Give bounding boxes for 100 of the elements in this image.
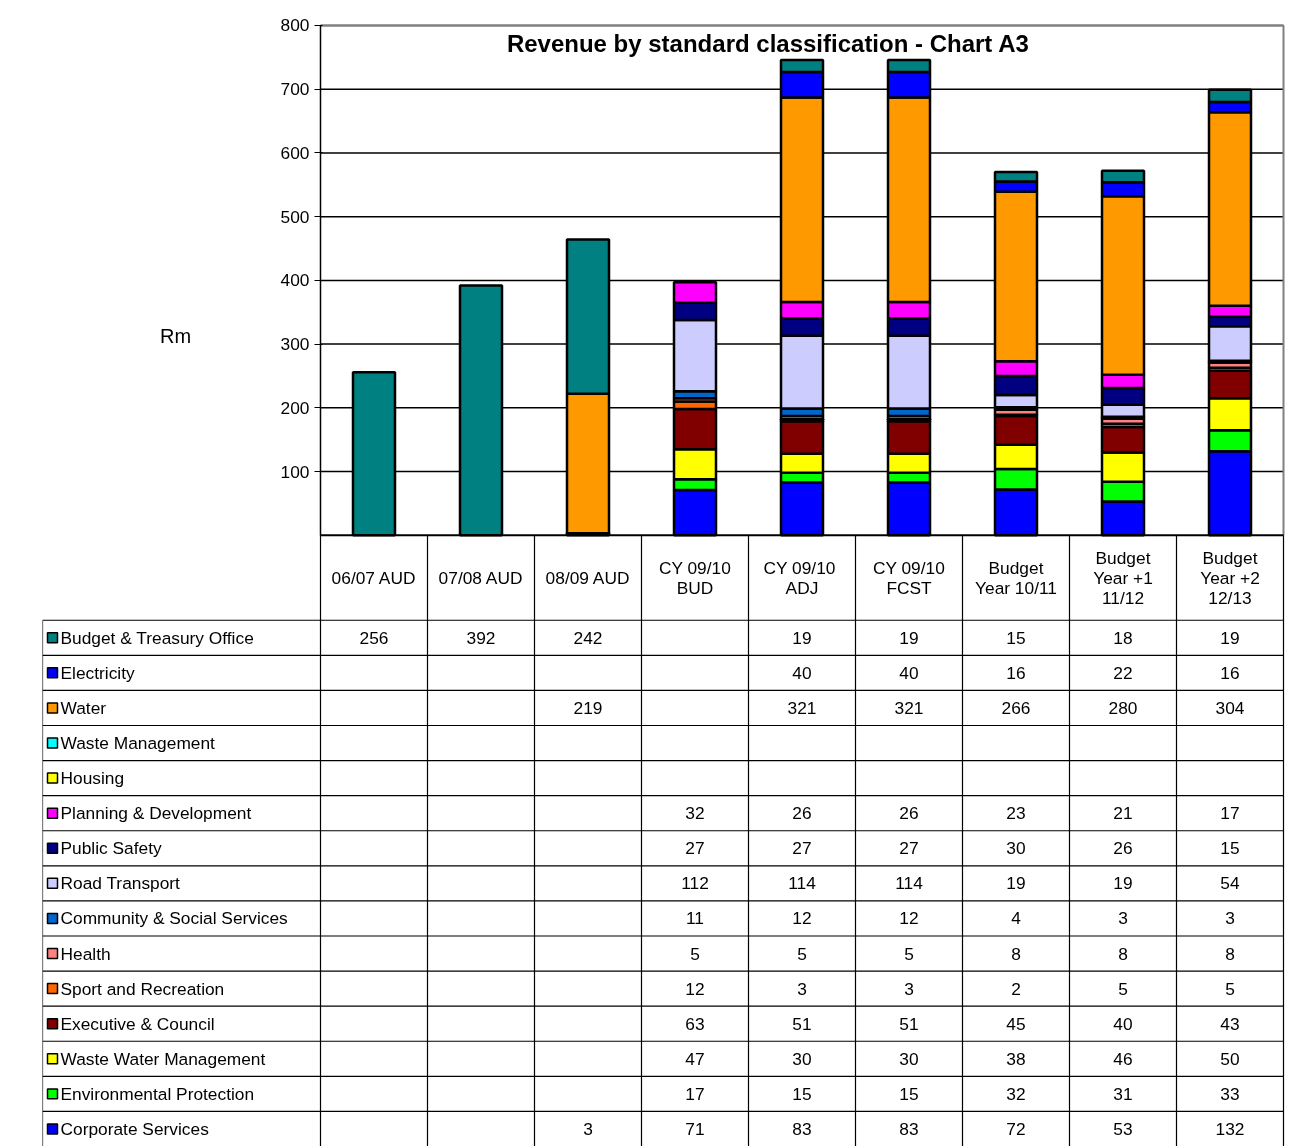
data-label: 8 — [1225, 943, 1235, 964]
x-tick-label: Budget Year +2 12/13 — [1200, 547, 1260, 608]
data-label: 51 — [899, 1013, 919, 1034]
data-label: 5 — [797, 943, 807, 964]
data-label: 3 — [904, 978, 914, 999]
x-tick-label: 08/09 AUD — [545, 567, 630, 588]
data-label: 112 — [681, 873, 709, 894]
x-tick-label: CY 09/10 FCST — [872, 557, 945, 598]
data-label: 219 — [573, 697, 603, 718]
data-label: 47 — [685, 1048, 705, 1069]
data-label: 40 — [792, 662, 812, 683]
data-label: 30 — [899, 1048, 919, 1069]
legend-label: Planning & Development — [60, 803, 252, 824]
data-label: 32 — [685, 803, 705, 824]
legend-label: Community & Social Services — [60, 908, 289, 929]
data-label: 5 — [904, 943, 914, 964]
data-label: 321 — [894, 697, 924, 718]
data-label: 8 — [1118, 943, 1128, 964]
x-tick-label: 07/08 AUD — [438, 567, 523, 588]
data-label: 114 — [895, 873, 924, 894]
data-label: 53 — [1113, 1118, 1133, 1139]
data-label: 3 — [1118, 908, 1128, 929]
data-label: 8 — [1011, 943, 1021, 964]
data-label: 15 — [1220, 838, 1240, 859]
data-label: 280 — [1108, 697, 1138, 718]
data-label: 12 — [899, 908, 919, 929]
data-label: 242 — [573, 627, 603, 648]
data-label: 30 — [1006, 838, 1026, 859]
data-label: 27 — [899, 838, 919, 859]
data-label: 83 — [792, 1118, 812, 1139]
data-label: 26 — [792, 803, 812, 824]
data-label: 26 — [899, 803, 919, 824]
data-label: 19 — [899, 627, 919, 648]
legend-label: Housing — [60, 768, 125, 789]
data-label: 17 — [685, 1083, 705, 1104]
data-label: 3 — [797, 978, 807, 999]
data-label: 26 — [1113, 838, 1133, 859]
data-label: 63 — [685, 1013, 705, 1034]
data-label: 22 — [1113, 662, 1133, 683]
data-label: 15 — [1006, 627, 1026, 648]
legend-label: Water — [60, 697, 107, 718]
data-label: 12 — [792, 908, 812, 929]
data-label: 5 — [1118, 978, 1128, 999]
y-tick-label: 100 — [280, 461, 310, 482]
legend-label: Health — [60, 943, 111, 964]
legend-label: Executive & Council — [60, 1013, 215, 1034]
legend-label: Public Safety — [60, 838, 162, 859]
data-label: 38 — [1006, 1048, 1026, 1069]
data-label: 18 — [1113, 627, 1133, 648]
data-label: 17 — [1220, 803, 1240, 824]
legend-label: Budget & Treasury Office — [60, 627, 254, 648]
x-tick-label: Budget Year +1 11/12 — [1093, 547, 1153, 608]
data-label: 3 — [583, 1118, 593, 1139]
data-label: 51 — [792, 1013, 812, 1034]
data-label: 27 — [792, 838, 812, 859]
legend-label: Waste Management — [60, 733, 216, 754]
data-label: 43 — [1220, 1013, 1240, 1034]
data-label: 5 — [1225, 978, 1235, 999]
data-label: 40 — [899, 662, 919, 683]
legend-label: Waste Water Management — [60, 1048, 266, 1069]
data-label: 21 — [1113, 803, 1133, 824]
data-label: 46 — [1113, 1048, 1133, 1069]
data-label: 256 — [359, 627, 389, 648]
data-label: 33 — [1220, 1083, 1240, 1104]
data-label: 132 — [1215, 1118, 1245, 1139]
x-tick-label: Budget Year 10/11 — [975, 557, 1057, 598]
data-label: 83 — [899, 1118, 919, 1139]
data-label: 45 — [1006, 1013, 1026, 1034]
legend-label: Corporate Services — [60, 1118, 210, 1139]
x-tick-label: 06/07 AUD — [331, 567, 416, 588]
data-label: 4 — [1011, 908, 1022, 929]
y-tick-label: 500 — [280, 206, 310, 227]
data-label: 12 — [685, 978, 705, 999]
x-tick-label: CY 09/10 ADJ — [763, 557, 836, 598]
data-label: 15 — [792, 1083, 812, 1104]
y-axis-title: Rm — [159, 325, 192, 348]
data-label: 2 — [1011, 978, 1021, 999]
data-label: 5 — [690, 943, 700, 964]
data-label: 23 — [1006, 803, 1026, 824]
data-label: 19 — [1113, 873, 1133, 894]
data-label: 304 — [1215, 697, 1245, 718]
data-label: 27 — [685, 838, 705, 859]
y-tick-label: 600 — [280, 142, 310, 163]
data-label: 54 — [1220, 873, 1240, 894]
y-tick-label: 700 — [280, 79, 310, 100]
data-label: 19 — [1220, 627, 1240, 648]
data-label: 392 — [466, 627, 496, 648]
y-tick-label: 300 — [280, 334, 310, 355]
data-label: 31 — [1113, 1083, 1133, 1104]
y-tick-label: 200 — [280, 397, 310, 418]
legend-label: Road Transport — [60, 873, 181, 894]
data-label: 30 — [792, 1048, 812, 1069]
y-tick-label: 800 — [280, 15, 310, 36]
data-label: 72 — [1006, 1118, 1026, 1139]
data-label: 19 — [792, 627, 812, 648]
data-label: 15 — [899, 1083, 919, 1104]
data-label: 266 — [1001, 697, 1031, 718]
legend-label: Environmental Protection — [60, 1083, 255, 1104]
data-label: 11 — [686, 908, 705, 929]
y-tick-label: 400 — [280, 270, 310, 291]
